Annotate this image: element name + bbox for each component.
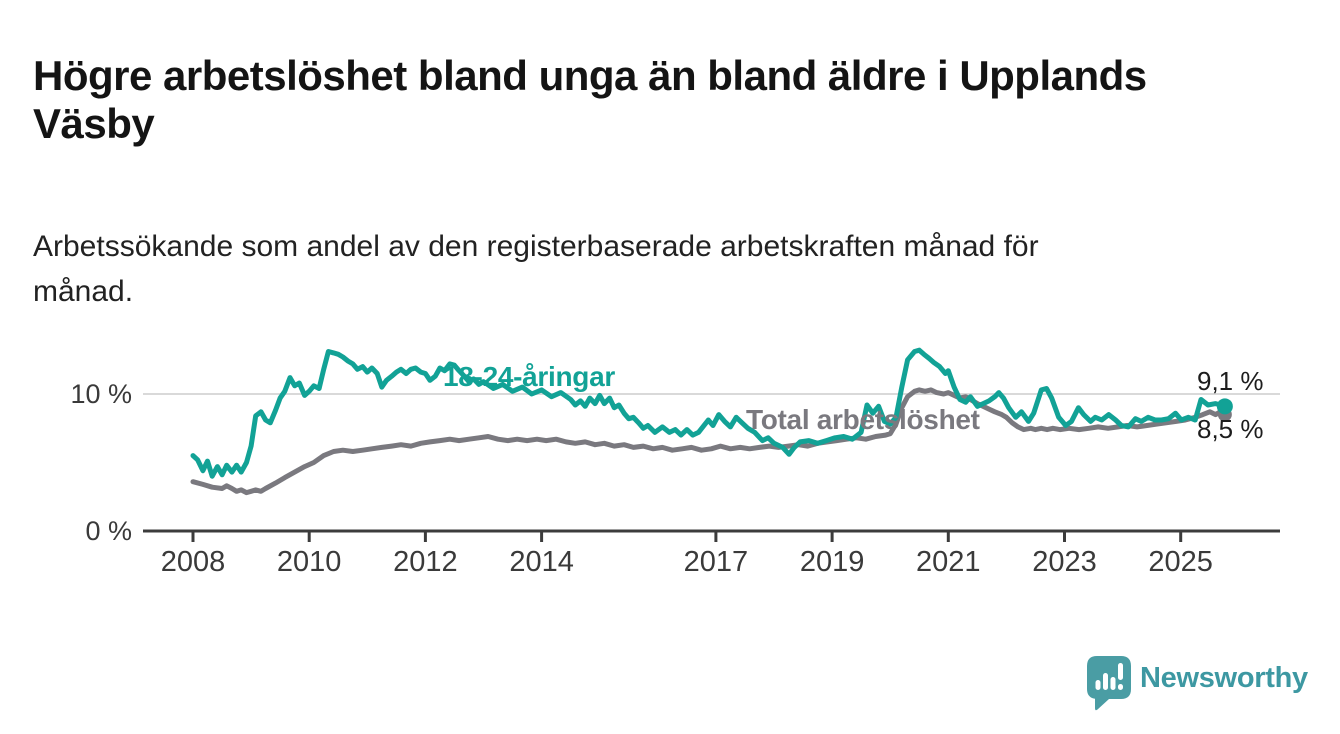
x-axis-label-2023: 2023 — [1032, 546, 1097, 578]
y-axis-label-10-percent: 10 % — [70, 379, 132, 409]
series-label-18-24-aringar: 18-24-åringar — [443, 361, 615, 392]
x-axis-label-2019: 2019 — [799, 546, 865, 578]
x-axis-label-2010: 2010 — [276, 546, 342, 578]
series-label-total-arbetsloshet: Total arbetslöshet — [746, 404, 980, 435]
page-title: Högre arbetslöshet bland unga än bland ä… — [33, 52, 1147, 148]
page-subtitle: Arbetssökande som andel av den registerb… — [33, 230, 1039, 308]
x-axis-label-2008: 2008 — [160, 546, 226, 578]
x-axis-label-2025: 2025 — [1148, 546, 1213, 578]
series-end-dot-18-24-aringar — [1216, 398, 1233, 415]
x-axis-label-2012: 2012 — [393, 546, 458, 578]
end-value-label-total: 8,5 % — [1197, 414, 1264, 444]
x-axis-label-2021: 2021 — [916, 546, 981, 578]
y-axis-label-0-percent: 0 % — [85, 516, 132, 546]
x-axis-label-2017: 2017 — [683, 546, 749, 578]
newsworthy-logo-icon — [1087, 656, 1131, 711]
newsworthy-logo[interactable]: Newsworthy — [1086, 655, 1318, 713]
series-line-total-arbetsloshet — [190, 387, 1228, 496]
x-axis-label-2014: 2014 — [509, 546, 574, 578]
newsworthy-wordmark: Newsworthy — [1140, 662, 1308, 694]
end-value-label-18-24: 9,1 % — [1197, 366, 1264, 396]
series-line-18-24-aringar — [190, 347, 1228, 479]
